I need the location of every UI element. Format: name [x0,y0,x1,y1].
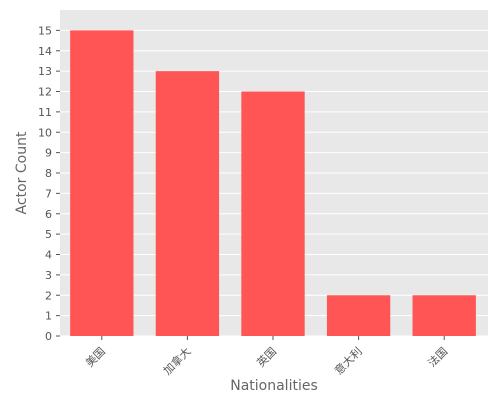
x-tick-label: 意大利 [331,344,364,377]
y-tick-label: 3 [45,269,52,282]
bar [70,30,134,336]
y-tick-label: 7 [45,187,52,200]
y-tick-label: 1 [45,310,52,323]
x-axis-ticks: 美国 加拿大 英国 意大利 法国 [83,336,450,377]
bar [412,295,476,336]
bar [155,71,220,336]
y-tick-label: 9 [45,147,52,160]
x-tick-label: 美国 [83,345,108,370]
x-axis-label: Nationalities [230,378,318,394]
y-tick-label: 0 [45,330,52,343]
x-tick-label: 法国 [425,344,450,369]
bars [70,30,476,336]
bar [241,91,305,336]
y-tick-label: 4 [45,249,52,262]
y-tick-label: 6 [45,208,52,221]
y-tick-label: 14 [38,45,52,58]
x-tick-label: 英国 [254,344,279,369]
y-tick-label: 15 [38,24,52,37]
x-tick-label: 加拿大 [160,344,193,377]
y-tick-label: 8 [45,167,52,180]
y-tick-label: 11 [38,106,52,119]
y-axis-label: Actor Count [14,131,30,214]
y-tick-label: 5 [45,228,52,241]
y-tick-label: 12 [38,86,52,99]
bar [326,295,391,336]
y-tick-label: 10 [38,126,52,139]
y-tick-label: 13 [38,65,52,78]
y-tick-label: 2 [45,289,52,302]
